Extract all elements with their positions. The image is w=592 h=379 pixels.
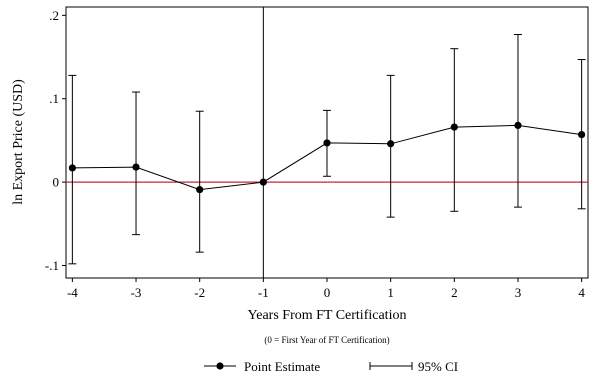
point-estimate-marker--4 <box>68 164 76 172</box>
y-tick-label: 0 <box>53 175 60 190</box>
legend: Point Estimate 95% CI <box>204 359 458 374</box>
point-estimate-marker-2 <box>450 123 458 131</box>
x-tick-label: -2 <box>194 285 205 300</box>
x-tick-label: -1 <box>258 285 269 300</box>
x-axis-note: (0 = First Year of FT Certification) <box>264 335 389 345</box>
x-tick-label: -3 <box>131 285 142 300</box>
point-estimate-marker--3 <box>132 163 140 171</box>
point-estimate-marker-0 <box>323 139 331 147</box>
x-tick-label: 1 <box>387 285 394 300</box>
chart-axes: -.1 0 .1 .2 -4 -3 -2 -1 0 1 2 3 4 <box>45 8 585 300</box>
point-estimate-marker-1 <box>387 140 395 148</box>
x-axis-label: Years From FT Certification <box>248 308 407 323</box>
y-axis-label: ln Export Price (USD) <box>11 79 26 205</box>
y-tick-label: .1 <box>49 91 59 106</box>
legend-marker-point-estimate <box>216 362 224 370</box>
legend-label-ci: 95% CI <box>418 359 458 374</box>
x-tick-label: 4 <box>578 285 585 300</box>
x-tick-label: 2 <box>451 285 458 300</box>
y-tick-label: -.1 <box>45 258 59 273</box>
point-estimate-marker--2 <box>196 186 204 194</box>
legend-label-point-estimate: Point Estimate <box>244 359 320 374</box>
y-tick-label: .2 <box>49 8 59 23</box>
point-estimate-marker--1 <box>259 178 267 186</box>
chart-marks <box>66 7 588 278</box>
x-tick-label: -4 <box>67 285 78 300</box>
point-estimate-marker-3 <box>514 121 522 130</box>
x-tick-label: 3 <box>515 285 522 300</box>
point-estimate-marker-4 <box>578 130 586 139</box>
x-tick-label: 0 <box>324 285 331 300</box>
